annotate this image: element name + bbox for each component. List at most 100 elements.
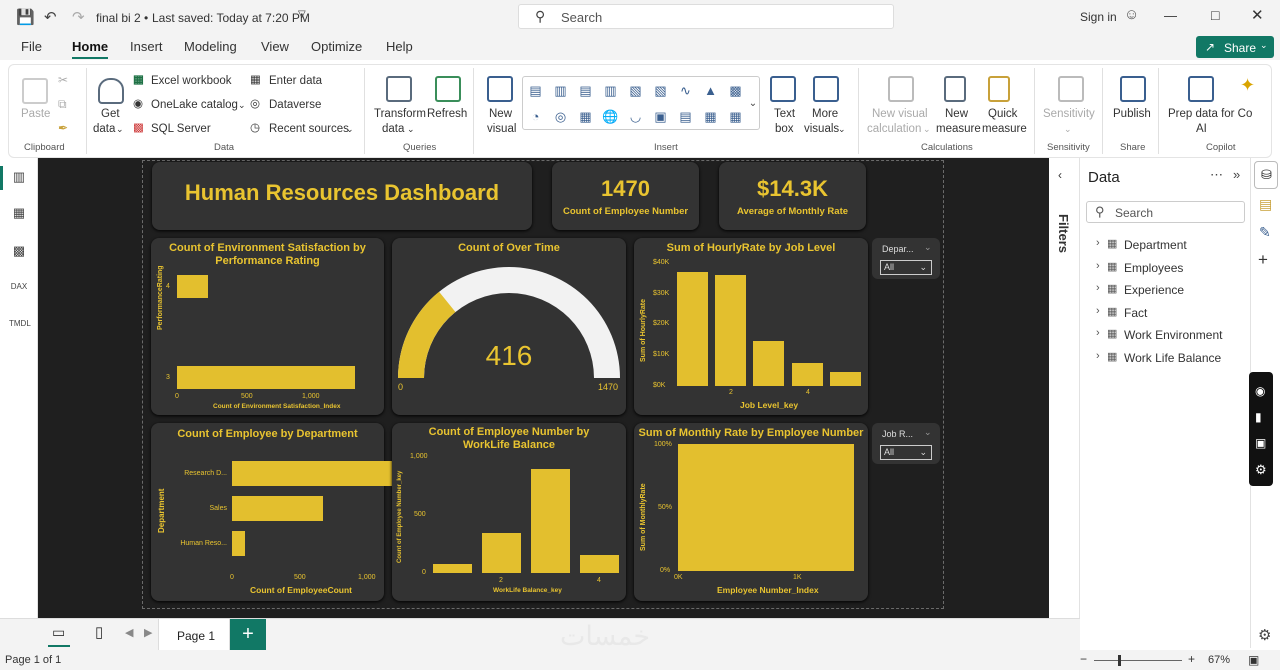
more-options-icon[interactable]: ⋯ (1210, 167, 1223, 182)
bar-worklife[interactable] (433, 563, 472, 573)
new-visual-calc-label-2[interactable]: calculation (867, 123, 922, 135)
page-tab[interactable]: Page 1 (158, 619, 230, 651)
user-icon[interactable]: ☺ (1124, 6, 1140, 23)
chart-env-satisfaction[interactable]: Count of Environment Satisfaction by Per… (151, 238, 384, 415)
card-icon[interactable]: ▣ (654, 109, 667, 124)
minimize-icon[interactable]: — (1164, 8, 1177, 23)
donut-chart-icon[interactable]: ◎ (554, 109, 567, 124)
save-icon[interactable]: 💾 (16, 9, 35, 26)
new-measure-label-2[interactable]: measure (936, 123, 981, 135)
zoom-slider[interactable] (1094, 660, 1182, 661)
table-visual-icon[interactable]: ▦ (704, 109, 717, 124)
get-data-label-2[interactable]: data (93, 123, 116, 135)
filters-pane-collapsed[interactable]: ‹ Filters (1049, 158, 1080, 618)
table-item-department[interactable]: › ▦ Department (1080, 236, 1250, 258)
chart-employee-by-department[interactable]: Count of Employee by Department Departme… (151, 423, 429, 601)
slicer-dropdown[interactable]: All ⌄ (880, 260, 932, 275)
expand-left-icon[interactable]: ‹ (1058, 168, 1062, 182)
gauge-icon[interactable]: ◡ (629, 109, 642, 124)
video-icon[interactable]: ▮ (1255, 410, 1262, 424)
paste-icon[interactable] (22, 78, 48, 104)
menu-optimize[interactable]: Optimize (311, 39, 363, 54)
bar-worklife[interactable] (580, 555, 619, 573)
table-item-fact[interactable]: › ▦ Fact (1080, 304, 1250, 326)
mobile-layout-icon[interactable]: ▯ (95, 624, 104, 641)
bar-job-level[interactable] (677, 272, 708, 386)
menu-home[interactable]: Home (72, 39, 109, 54)
chart-over-time-gauge[interactable]: Count of Over Time 416 0 1470 (392, 238, 626, 415)
chart-monthly-rate[interactable]: Sum of Monthly Rate by Employee Number S… (634, 423, 868, 601)
copy-icon[interactable]: ⧉ (58, 97, 67, 111)
treemap-icon[interactable]: ▦ (579, 109, 592, 124)
fit-to-page-icon[interactable]: ▣ (1248, 653, 1260, 667)
chevron-down-icon[interactable]: ⌄ (924, 427, 932, 437)
excel-workbook-button[interactable]: Excel workbook (151, 75, 232, 87)
maximize-icon[interactable]: □ (1211, 7, 1220, 23)
table-item-work-life-balance[interactable]: › ▦ Work Life Balance (1080, 349, 1250, 371)
column-100-icon[interactable]: ▧ (629, 83, 642, 98)
model-view-icon[interactable]: ▩ (12, 243, 26, 258)
cut-icon[interactable]: ✂ (58, 73, 69, 87)
chart-worklife-balance[interactable]: Count of Employee Number by WorkLife Bal… (392, 423, 626, 601)
chevron-down-icon[interactable]: ⌄ (1064, 124, 1072, 134)
enter-data-button[interactable]: Enter data (269, 75, 323, 87)
bar-department[interactable] (232, 531, 245, 556)
chart-hourly-rate[interactable]: Sum of HourlyRate by Job Level Sum of Ho… (634, 238, 868, 415)
get-data-label-1[interactable]: Get (101, 108, 120, 120)
add-pane-icon[interactable]: + (1258, 250, 1268, 269)
table-item-experience[interactable]: › ▦ Experience (1080, 281, 1250, 303)
search-input[interactable]: ⚲ Search (518, 4, 894, 29)
build-visual-icon[interactable]: ▤ (1259, 196, 1273, 212)
sql-server-button[interactable]: SQL Server (151, 123, 211, 135)
report-view-icon[interactable]: ▥ (12, 169, 26, 184)
quick-measure-label-2[interactable]: measure (982, 123, 1027, 135)
transform-data-label-1[interactable]: Transform (374, 108, 426, 120)
chevron-down-icon[interactable]: ⌄ (924, 242, 932, 252)
map-icon[interactable]: 🌐 (602, 109, 619, 124)
new-visual-calc-label-1[interactable]: New visual (872, 108, 928, 120)
bar-job-level[interactable] (830, 372, 861, 386)
bar-100-icon[interactable]: ▧ (654, 83, 667, 98)
clustered-column-icon[interactable]: ▥ (604, 83, 617, 98)
line-chart-icon[interactable]: ∿ (680, 83, 691, 98)
area-chart-icon[interactable]: ▲ (704, 83, 717, 98)
zoom-out-icon[interactable]: − (1080, 652, 1088, 666)
paste-button[interactable]: Paste (21, 108, 51, 120)
dashboard-title-card[interactable]: Human Resources Dashboard (152, 162, 532, 230)
recent-sources-button[interactable]: Recent sources (269, 123, 349, 135)
next-page-icon[interactable]: ▶ (144, 627, 153, 639)
new-measure-label-1[interactable]: New (945, 108, 969, 120)
prep-data-label-2[interactable]: AI (1196, 123, 1207, 135)
kpi-card-employee-count[interactable]: 1470 Count of Employee Number (552, 162, 699, 230)
camera-icon[interactable]: ◉ (1255, 384, 1266, 398)
text-box-label-1[interactable]: Text (774, 108, 796, 120)
settings-icon[interactable]: ⚙ (1258, 627, 1272, 644)
format-visual-icon[interactable]: ✎ (1259, 224, 1271, 240)
dax-query-view-icon[interactable]: DAX (10, 282, 28, 291)
add-page-button[interactable]: + (230, 619, 266, 651)
more-visuals-label-1[interactable]: More (812, 108, 839, 120)
refresh-button[interactable]: Refresh (427, 108, 468, 120)
prep-data-label-1[interactable]: Prep data for Co (1168, 108, 1253, 120)
bar-department[interactable] (232, 496, 324, 521)
chevron-down-icon[interactable]: ⌄ (407, 124, 415, 134)
window-icon[interactable]: ▣ (1255, 436, 1267, 450)
menu-modeling[interactable]: Modeling (184, 39, 237, 54)
stacked-column-icon[interactable]: ▥ (554, 83, 567, 98)
data-search-input[interactable]: ⚲ Search (1086, 201, 1245, 223)
text-box-label-2[interactable]: box (775, 123, 794, 135)
bar-rating-4[interactable] (177, 275, 209, 298)
undo-icon[interactable]: ↶ (44, 9, 57, 26)
filters-label[interactable]: Filters (1056, 214, 1071, 254)
table-view-icon[interactable]: ▦ (12, 205, 26, 220)
dataverse-button[interactable]: Dataverse (269, 99, 322, 111)
job-role-slicer[interactable]: Job R... ⌄ All ⌄ (872, 423, 940, 464)
pie-chart-icon[interactable]: ◔ (531, 109, 540, 124)
tmdl-view-icon[interactable]: TMDL (9, 319, 31, 328)
new-visual-label-2[interactable]: visual (487, 123, 517, 135)
chevron-down-icon[interactable]: ⌄ (116, 124, 124, 134)
data-pane-toggle[interactable]: ⛁ (1254, 161, 1278, 189)
format-painter-icon[interactable]: ✒ (58, 121, 69, 135)
department-slicer[interactable]: Depar... ⌄ All ⌄ (872, 238, 940, 279)
bar-job-level[interactable] (715, 275, 746, 386)
